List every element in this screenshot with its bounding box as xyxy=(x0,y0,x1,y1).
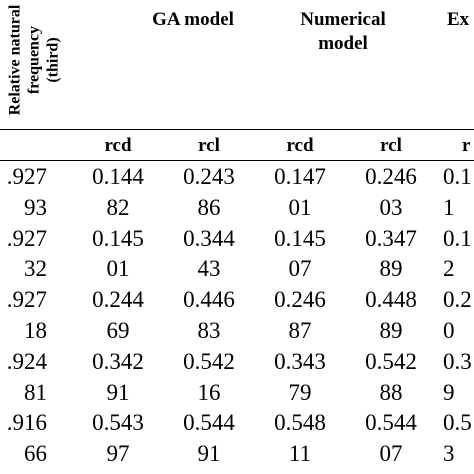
table-cell: 88 xyxy=(379,380,403,405)
table-cell: 43 xyxy=(197,256,221,281)
table-cell: 0.542 xyxy=(183,349,235,374)
table-cell: 11 xyxy=(288,441,312,466)
table-cell: 0.543 xyxy=(92,410,144,435)
table-cell: 0.1 xyxy=(443,226,472,251)
table-cell: 01 xyxy=(106,256,130,281)
row-label: 81 xyxy=(24,380,47,405)
subheader-rcd: rcd xyxy=(286,135,314,156)
table-cell: 0.145 xyxy=(274,226,326,251)
table-cell: 91 xyxy=(197,441,221,466)
table-cell: 07 xyxy=(379,441,403,466)
row-label: .927 xyxy=(6,226,47,251)
table-cell: 0.544 xyxy=(183,410,235,435)
table-cell: 91 xyxy=(106,380,130,405)
group-header-ga-model: GA model xyxy=(118,8,268,32)
row-label: 93 xyxy=(24,195,47,220)
row-header-line: frequency xyxy=(25,25,43,95)
table-cell: 0.147 xyxy=(274,164,326,189)
table-cell: 0.144 xyxy=(92,164,144,189)
group-header-experimental: Ex xyxy=(447,8,469,32)
table-cell: 0.145 xyxy=(92,226,144,251)
table-cell: 79 xyxy=(288,380,312,405)
table-cell: 0.344 xyxy=(183,226,235,251)
header-rule-bottom xyxy=(0,160,474,161)
table-cell: 0.5 xyxy=(443,410,472,435)
table-cell: 0.446 xyxy=(183,287,235,312)
row-label: .924 xyxy=(6,349,47,374)
table-cell: 01 xyxy=(288,195,312,220)
table-cell: 2 xyxy=(443,256,455,281)
subheader-rcl: rcl xyxy=(198,135,220,156)
table-cell: 97 xyxy=(106,441,130,466)
group-header-line: model xyxy=(318,33,368,54)
group-header-line: Ex xyxy=(447,9,470,30)
subheader-rcl: rcl xyxy=(380,135,402,156)
group-header-line: GA model xyxy=(152,9,234,30)
table-cell: 0.347 xyxy=(365,226,417,251)
table-cell: 82 xyxy=(106,195,130,220)
table-cell: 69 xyxy=(106,318,130,343)
row-label: 66 xyxy=(24,441,47,466)
table-cell: 0.1 xyxy=(443,164,472,189)
table-cell: 03 xyxy=(379,195,403,220)
table-cell: 07 xyxy=(288,256,312,281)
row-label: 18 xyxy=(24,318,47,343)
row-header: Relative natural frequency (third) xyxy=(6,5,63,116)
table-cell: 0.542 xyxy=(365,349,417,374)
table-cell: 0.244 xyxy=(92,287,144,312)
table-cell: 87 xyxy=(288,318,312,343)
table-cell: 0.343 xyxy=(274,349,326,374)
table-cell: 9 xyxy=(443,380,455,405)
header-rule-top xyxy=(0,129,474,130)
table-cell: 0.448 xyxy=(365,287,417,312)
table-cell: 0.548 xyxy=(274,410,326,435)
group-header-numerical-model: Numerical model xyxy=(268,8,418,56)
table-cell: 83 xyxy=(197,318,221,343)
table-cell: 89 xyxy=(379,256,403,281)
subheader-rcd: rcd xyxy=(104,135,132,156)
table-cell: 1 xyxy=(443,195,455,220)
row-label: .916 xyxy=(6,410,47,435)
table-cell: 0 xyxy=(443,318,455,343)
group-header-line: Numerical xyxy=(300,9,386,30)
row-label: .927 xyxy=(6,164,47,189)
table-cell: 3 xyxy=(443,441,455,466)
row-label: 32 xyxy=(24,256,47,281)
subheader-r: r xyxy=(462,135,471,156)
table-cell: 0.342 xyxy=(92,349,144,374)
table-cell: 0.246 xyxy=(274,287,326,312)
table-cell: 0.544 xyxy=(365,410,417,435)
table-cell: 86 xyxy=(197,195,221,220)
table-cell: 16 xyxy=(197,380,221,405)
table-cell: 0.3 xyxy=(443,349,472,374)
table-cell: 0.246 xyxy=(365,164,417,189)
table-cell: 89 xyxy=(379,318,403,343)
row-header-line: Relative natural xyxy=(6,4,24,116)
row-header-line: (third) xyxy=(44,37,62,83)
table-cell: 0.2 xyxy=(443,287,472,312)
table-cell: 0.243 xyxy=(183,164,235,189)
row-label: .927 xyxy=(6,287,47,312)
